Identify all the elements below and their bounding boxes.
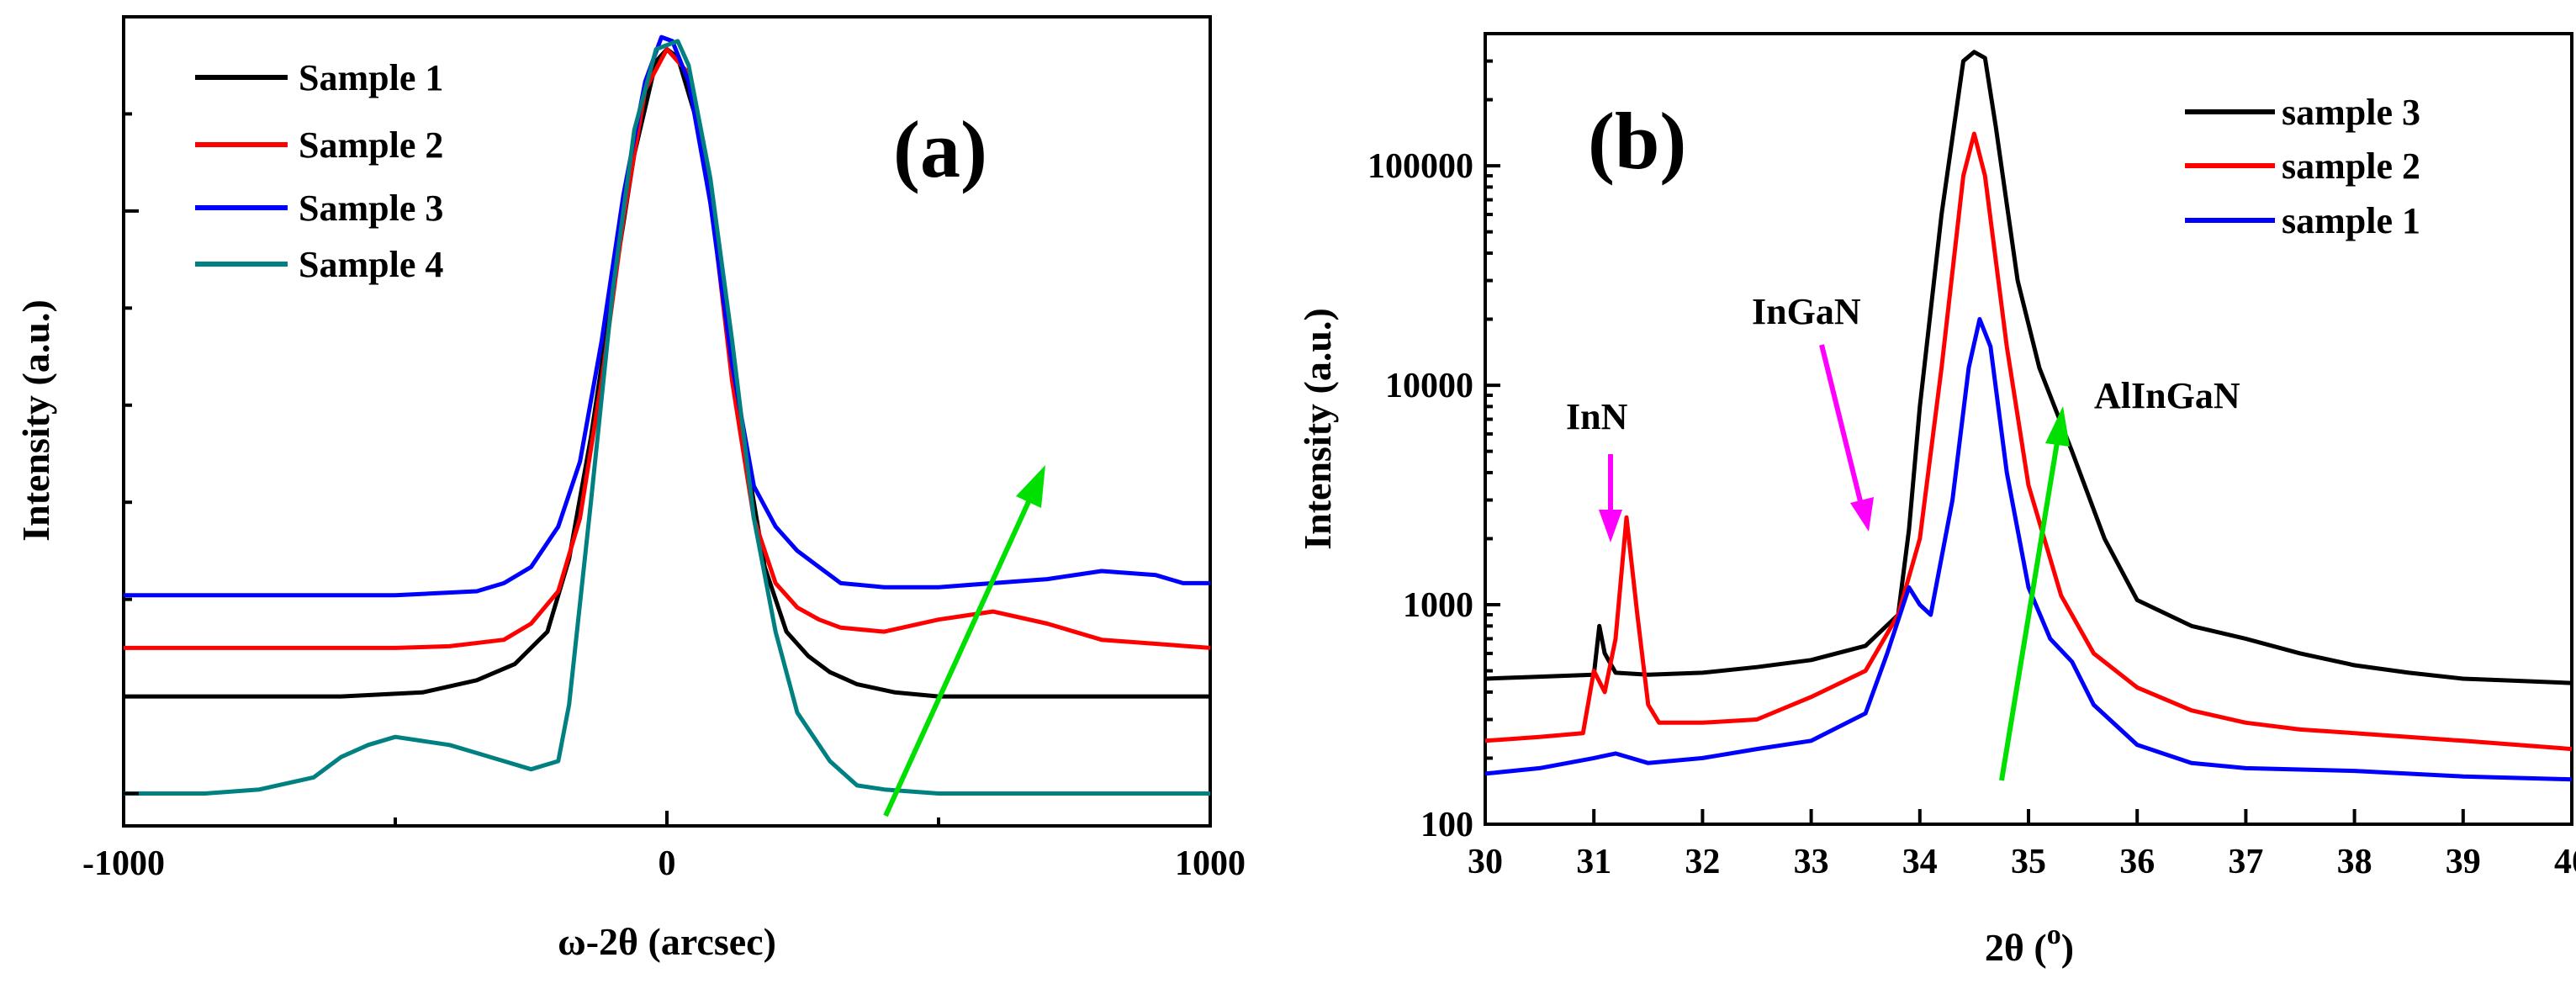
y-tick-label-b-3: 100000 <box>1367 147 1473 186</box>
x-tick-label-a-0: -1000 <box>82 844 165 883</box>
series-sample-3-a <box>124 34 1210 598</box>
y-tick-label-b-0: 100 <box>1420 806 1473 844</box>
x-tick-label-a-2: 1000 <box>1175 844 1246 883</box>
series-group-a <box>124 34 1211 796</box>
legend-b: sample 3 sample 2 sample 1 <box>2185 92 2420 241</box>
x-axis-title-b-close: ) <box>2061 926 2074 969</box>
y-tick-label-b-1: 1000 <box>1403 586 1473 625</box>
legend-label-sample-2: Sample 2 <box>299 124 443 166</box>
y-axis-title-b: Intensity (a.u.) <box>1296 308 1339 550</box>
x-tick-label-b-3: 33 <box>1794 843 1829 881</box>
y-axis-title-a: Intensity (a.u.) <box>14 299 57 542</box>
legend-a: Sample 1 Sample 2 Sample 3 Sample 4 <box>195 57 443 285</box>
x-tick-label-b-4: 34 <box>1902 843 1938 881</box>
arrow-ingan <box>1819 344 1874 532</box>
x-axis-title-a: ω-2θ (arcsec) <box>558 920 776 963</box>
panel-b: 30 31 32 33 34 35 36 37 38 39 40 100 1000 10000 100000… <box>1296 32 2576 969</box>
x-tick-label-b-8: 38 <box>2337 843 2372 881</box>
arrow-inn <box>1599 454 1622 542</box>
x-tick-label-b-2: 32 <box>1685 843 1720 881</box>
panel-a: -1000 0 1000 (a) Sample 1 Sample 2 Sample … <box>14 15 1246 963</box>
panel-label-a: (a) <box>893 104 987 194</box>
x-axis-title-b-sup: o <box>2047 919 2061 950</box>
x-tick-label-b-6: 36 <box>2119 843 2155 881</box>
legend-label-sample-1-b: sample 1 <box>2282 200 2420 241</box>
panel-label-b: (b) <box>1588 96 1686 186</box>
series-sample-3-b <box>1484 50 2573 685</box>
x-tick-label-b-1: 31 <box>1576 843 1611 881</box>
legend-label-sample-3: Sample 3 <box>299 188 443 229</box>
legend-label-sample-2-b: sample 2 <box>2282 145 2420 187</box>
series-sample-1-b <box>1484 317 2573 782</box>
x-axis-title-b: 2θ (o) <box>1985 919 2074 969</box>
series-sample-4-a <box>124 39 1210 796</box>
x-axis-title-b-main: 2θ ( <box>1985 926 2047 969</box>
series-sample-2-b <box>1484 131 2573 752</box>
trend-arrow-b <box>1999 406 2070 781</box>
trend-arrow-a <box>883 465 1045 817</box>
annotation-alingan: AlInGaN <box>2094 375 2240 416</box>
x-tick-label-b-10: 40 <box>2554 843 2576 881</box>
annotation-inn: InN <box>1566 396 1628 437</box>
series-sample-2-a <box>124 47 1211 650</box>
y-tick-label-b-2: 10000 <box>1385 367 1473 405</box>
ticks-b: 30 31 32 33 34 35 36 37 38 39 40 100 1000 10000 100000 <box>1367 32 2576 881</box>
plot-frame-a <box>122 15 1212 828</box>
x-tick-label-b-7: 37 <box>2228 843 2263 881</box>
legend-label-sample-3-b: sample 3 <box>2282 92 2420 133</box>
x-tick-label-b-5: 35 <box>2011 843 2046 881</box>
legend-label-sample-1: Sample 1 <box>299 57 443 98</box>
x-tick-label-b-0: 30 <box>1468 843 1503 881</box>
x-tick-label-b-9: 39 <box>2446 843 2481 881</box>
ticks-a: -1000 0 1000 <box>82 112 1246 883</box>
series-group-b <box>1484 50 2573 782</box>
annotation-ingan: InGaN <box>1752 291 1861 332</box>
x-tick-label-a-1: 0 <box>659 844 676 883</box>
legend-label-sample-4: Sample 4 <box>299 244 443 285</box>
